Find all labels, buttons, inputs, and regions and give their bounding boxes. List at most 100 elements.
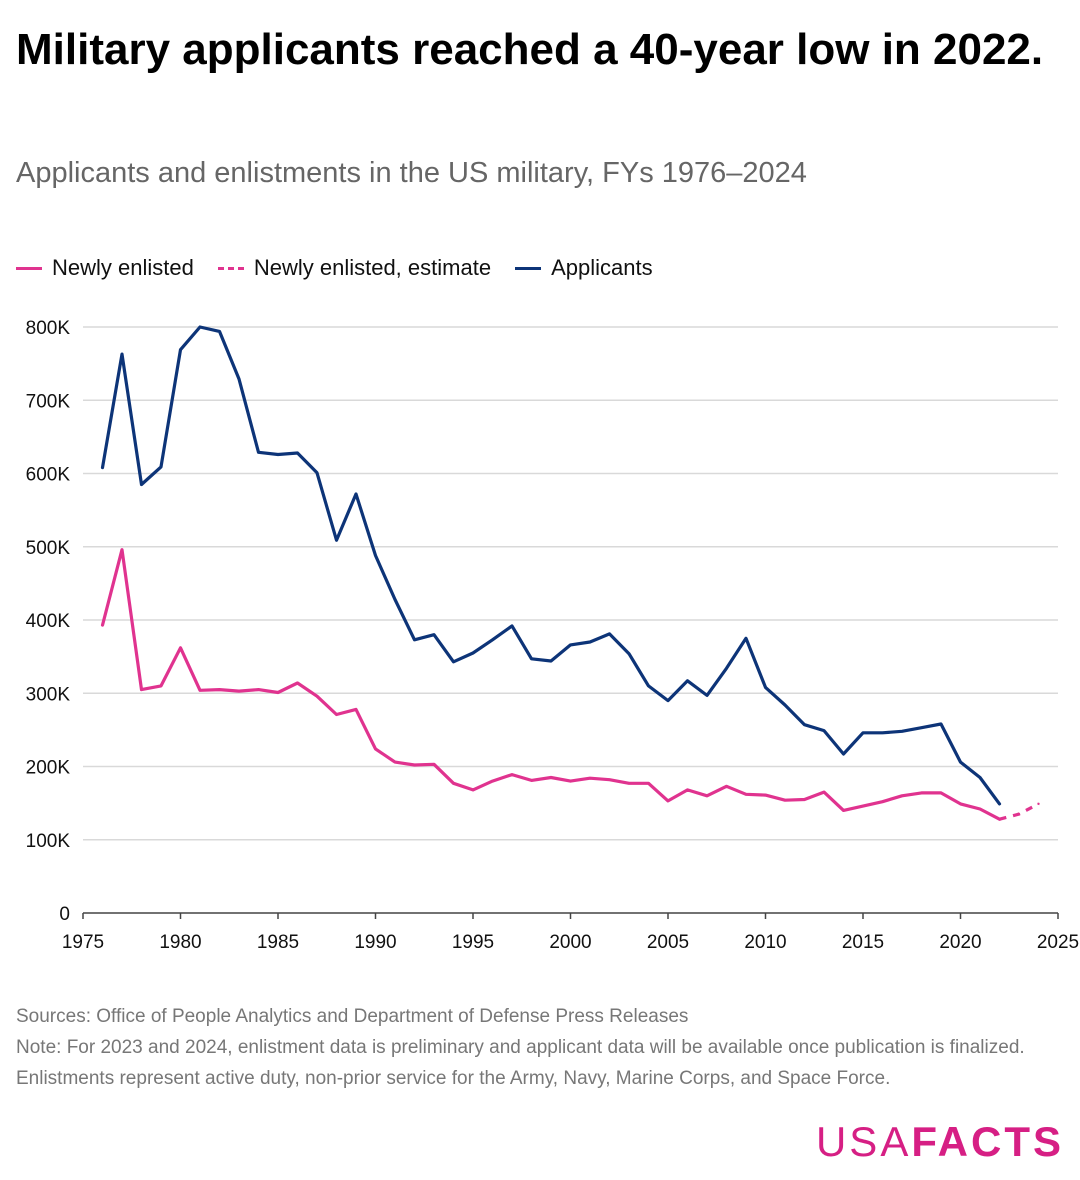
data-point-applicants-2007 (705, 694, 709, 697)
data-point-newly-enlisted-1986 (296, 681, 299, 685)
data-point-applicants-1999 (549, 659, 553, 663)
data-point-applicants-1990 (374, 554, 377, 557)
x-tick-label-2: 1985 (257, 932, 299, 953)
data-point-newly-enlisted-2000 (569, 779, 572, 783)
x-tick-label-5: 2000 (549, 932, 591, 953)
data-point-applicants-1985 (276, 453, 280, 456)
series-line-newly-enlisted (100, 548, 1002, 821)
data-point-newly-enlisted-2011 (783, 798, 787, 802)
data-point-applicants-1998 (530, 657, 533, 661)
legend-item-newly-enlisted: Newly enlisted (16, 255, 194, 281)
data-point-newly-enlisted-2013 (822, 790, 826, 794)
data-point-applicants-2011 (783, 703, 787, 707)
note-text: Note: For 2023 and 2024, enlistment data… (16, 1037, 1025, 1089)
x-tick-label-0: 1975 (62, 932, 104, 953)
data-point-applicants-2001 (588, 640, 592, 644)
data-point-applicants-2008 (725, 667, 728, 670)
legend-label-applicants: Applicants (551, 255, 653, 280)
data-point-newly-enlisted-2006 (686, 788, 689, 792)
data-point-newly-enlisted-2008 (725, 785, 728, 788)
data-point-newly-enlisted-1985 (276, 691, 280, 694)
y-tick-label-2: 200K (26, 758, 71, 779)
data-point-newly-enlisted-2020 (959, 802, 962, 806)
data-point-newly-enlisted-2004 (647, 782, 650, 785)
data-point-applicants-1977 (120, 352, 124, 356)
data-point-applicants-2016 (881, 731, 884, 735)
data-point-applicants-2019 (939, 722, 943, 726)
y-tick-label-7: 700K (26, 391, 71, 412)
x-tick-label-3: 1990 (354, 932, 396, 953)
data-point-newly-enlisted-2005 (666, 799, 670, 803)
data-point-newly-enlisted-1988 (335, 713, 338, 716)
y-tick-label-6: 600K (26, 465, 71, 486)
data-point-applicants-1978 (140, 483, 143, 486)
data-point-applicants-1989 (354, 492, 358, 496)
data-point-newly-enlisted-1995 (471, 788, 475, 792)
data-point-applicants-2006 (686, 679, 689, 682)
legend: Newly enlisted Newly enlisted, estimate … (16, 255, 677, 281)
data-point-applicants-1995 (471, 651, 475, 655)
usafacts-logo: USAFACTS (816, 1118, 1064, 1166)
data-point-applicants-2003 (627, 652, 631, 655)
data-point-applicants-1993 (432, 633, 436, 636)
data-point-newly-enlisted-1991 (393, 760, 397, 764)
data-point-applicants-1996 (491, 638, 494, 641)
data-point-applicants-2022 (998, 802, 1001, 806)
legend-item-applicants: Applicants (515, 255, 653, 281)
data-point-applicants-2002 (608, 632, 611, 636)
x-tick-label-10: 2025 (1037, 932, 1079, 953)
data-point-newly-enlisted-1984 (257, 688, 260, 691)
data-point-newly-enlisted-1992 (413, 763, 416, 767)
data-point-newly-enlisted-2014 (842, 809, 845, 812)
data-point-newly-enlisted-1979 (159, 684, 163, 688)
x-tick-label-6: 2005 (647, 932, 689, 953)
legend-swatch-newly-enlisted-estimate (217, 266, 244, 270)
data-point-applicants-1976 (101, 466, 104, 469)
series-newly-enlisted (100, 548, 1002, 821)
series-applicants (100, 325, 1002, 806)
data-point-applicants-2000 (569, 643, 572, 647)
data-point-newly-enlisted-2001 (588, 777, 592, 780)
data-point-applicants-1992 (413, 638, 416, 641)
data-point-newly-enlisted-1997 (510, 773, 514, 776)
data-point-newly-enlisted-1989 (354, 708, 358, 711)
data-point-applicants-2015 (861, 731, 865, 735)
data-point-applicants-1987 (315, 471, 319, 474)
data-point-applicants-1984 (257, 451, 260, 454)
chart-title: Military applicants reached a 40-year lo… (16, 25, 1044, 74)
data-point-newly-enlisted-2003 (627, 782, 631, 785)
data-point-newly-enlisted-1998 (530, 779, 533, 782)
series-layer (100, 325, 1040, 821)
data-point-newly-enlisted-1996 (491, 779, 494, 783)
data-point-newly-enlisted-2018 (920, 791, 923, 795)
data-point-applicants-1994 (452, 660, 455, 663)
data-point-newly-enlisted-1987 (315, 694, 319, 698)
data-point-newly-enlisted-1993 (432, 763, 436, 766)
legend-label-newly-enlisted-estimate: Newly enlisted, estimate (253, 255, 492, 280)
y-tick-label-5: 500K (26, 538, 71, 559)
legend-swatch-newly-enlisted (16, 266, 42, 270)
data-point-newly-enlisted-2017 (900, 794, 904, 797)
data-point-applicants-2014 (842, 752, 845, 756)
y-tick-label-3: 300K (26, 684, 71, 705)
data-point-applicants-2013 (822, 729, 826, 732)
data-point-applicants-1979 (159, 465, 163, 469)
data-point-applicants-2021 (978, 776, 982, 779)
x-tick-label-9: 2020 (939, 932, 981, 953)
y-tick-label-8: 800K (26, 318, 71, 339)
y-tick-label-1: 100K (26, 831, 71, 852)
data-point-newly-enlisted-2019 (939, 791, 943, 795)
data-point-applicants-1986 (296, 451, 299, 455)
series-line-newly-enlisted-estimate (999, 802, 1040, 821)
data-point-newly-enlisted-1990 (374, 747, 377, 751)
data-point-newly-enlisted-2010 (764, 793, 767, 797)
data-point-newly-enlisted-estimate-2022 (998, 818, 1001, 821)
data-point-newly-enlisted-1978 (140, 688, 143, 691)
data-point-newly-enlisted-2007 (705, 794, 709, 797)
data-point-applicants-2017 (900, 730, 904, 733)
grid-layer (83, 326, 1058, 841)
data-point-applicants-2018 (920, 726, 923, 729)
data-point-newly-enlisted-2002 (608, 778, 611, 781)
series-line-applicants (100, 325, 1002, 806)
data-point-applicants-2020 (959, 760, 962, 764)
